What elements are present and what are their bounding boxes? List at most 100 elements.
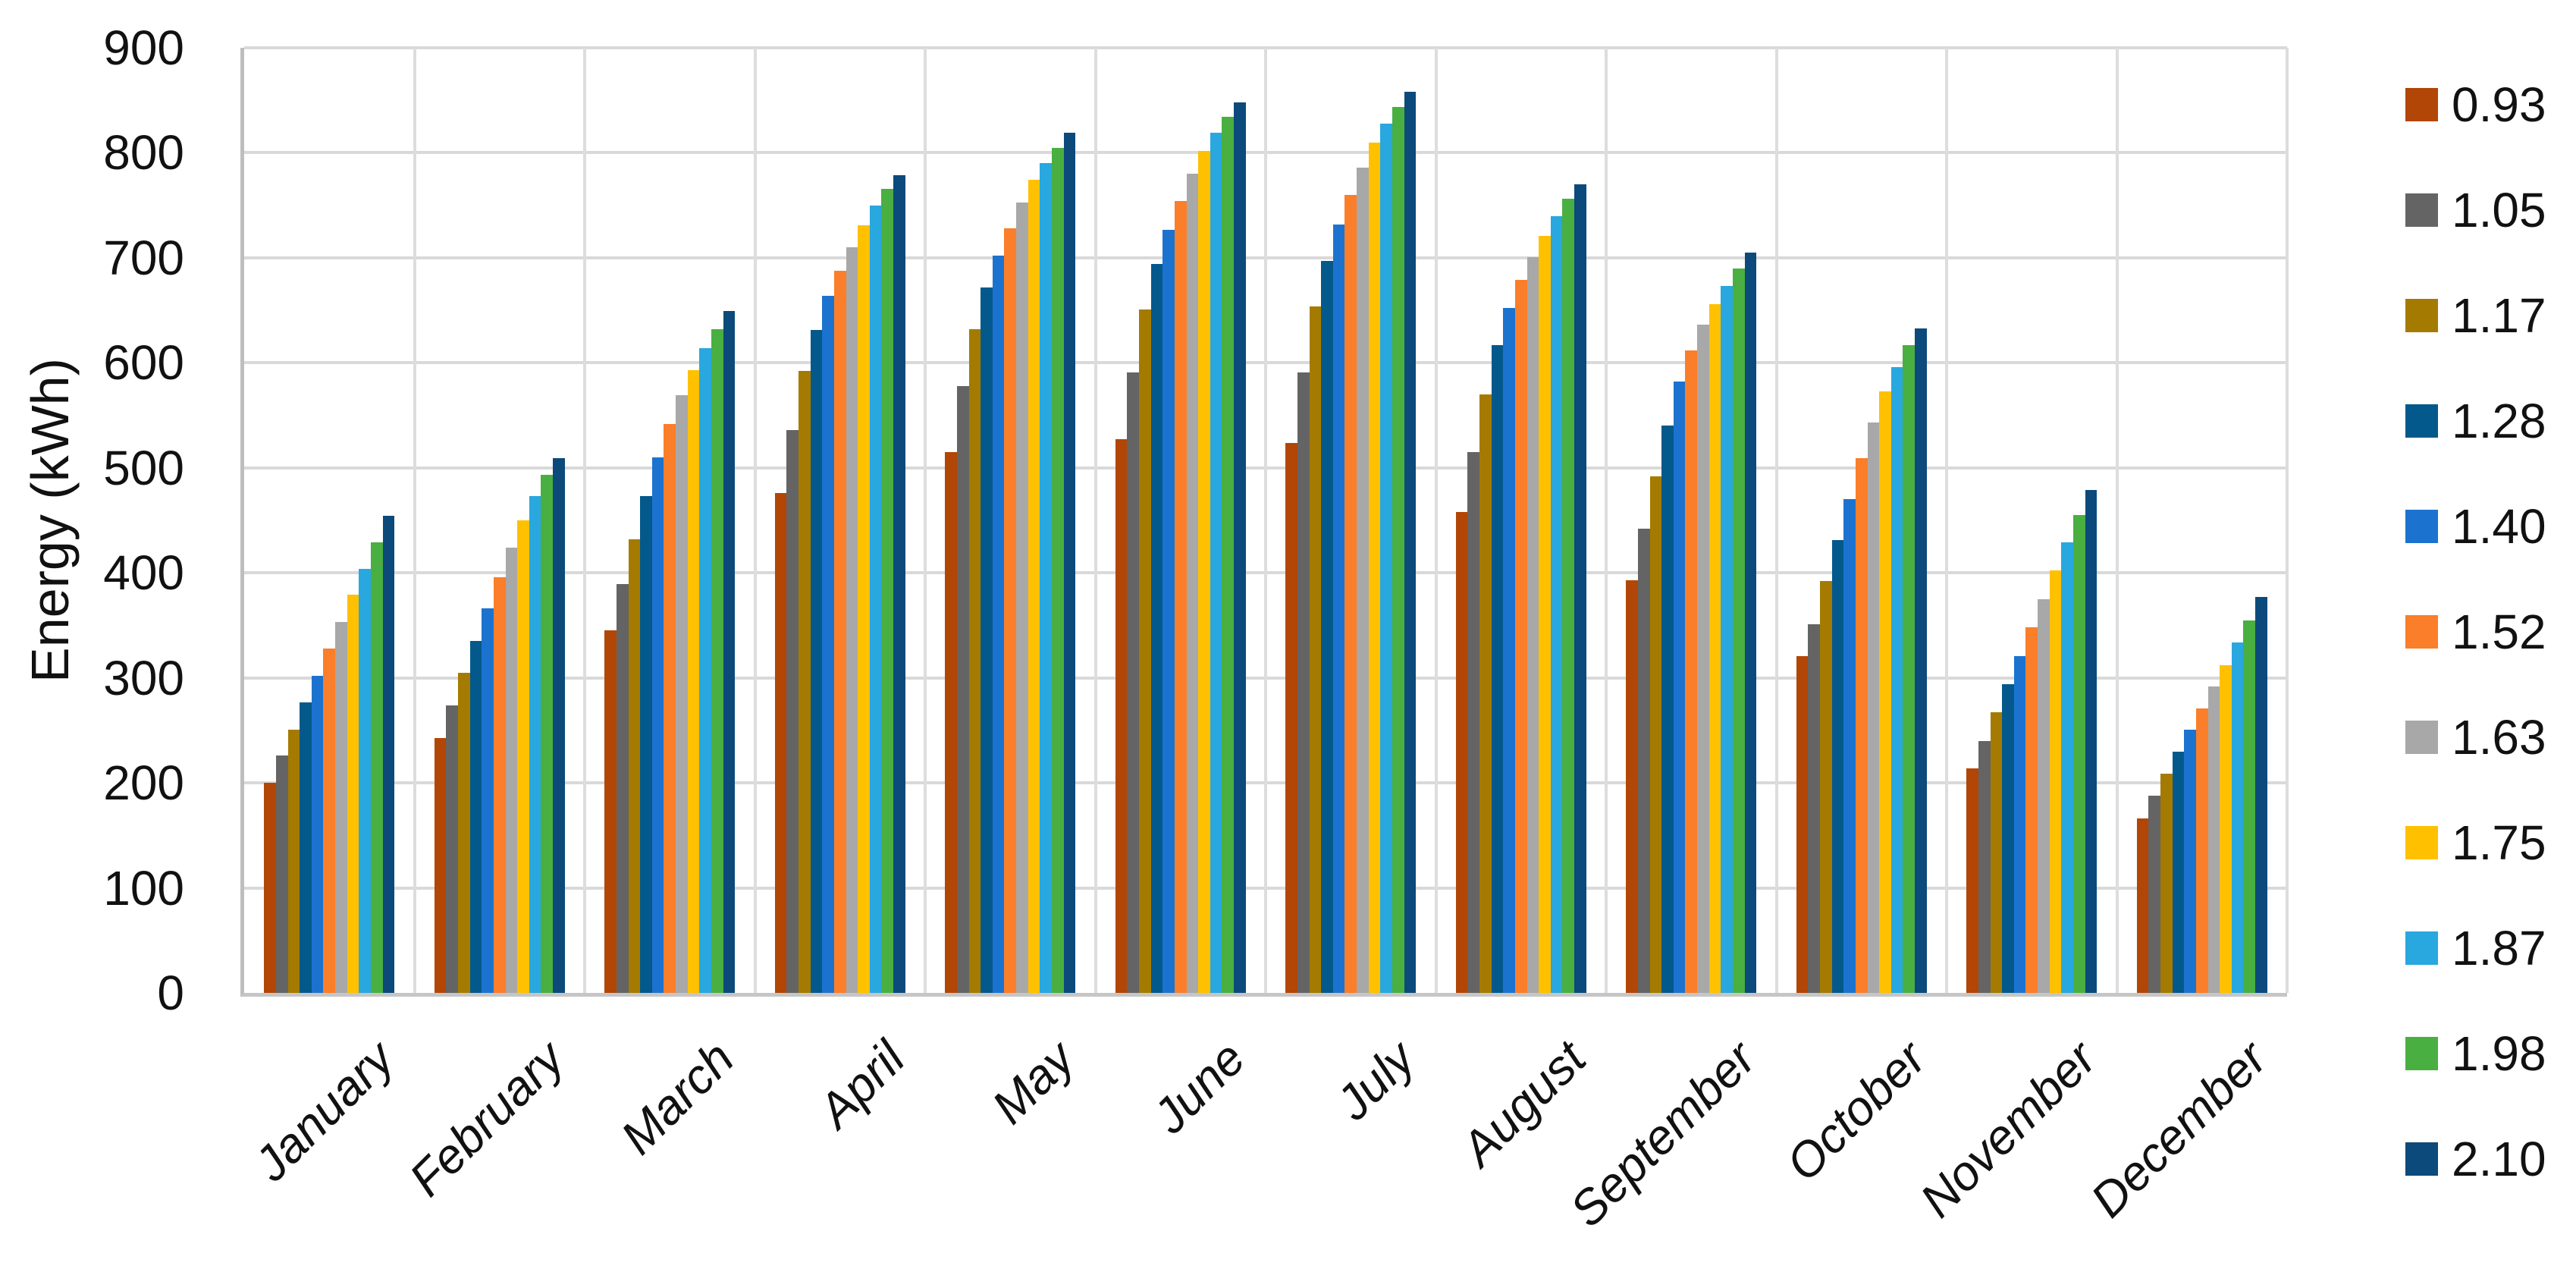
- y-tick-label-700: 700: [103, 230, 184, 285]
- bar-june-1.28: [1150, 264, 1163, 993]
- bar-january-2.10: [382, 516, 395, 993]
- bar-march-1.52: [664, 423, 676, 993]
- plot-area: [240, 46, 2289, 997]
- bar-february-1.63: [505, 547, 518, 993]
- y-tick-label-800: 800: [103, 125, 184, 181]
- bar-april-1.87: [869, 205, 882, 993]
- bar-january-1.98: [370, 542, 383, 993]
- bar-october-1.52: [1855, 458, 1868, 993]
- bar-june-1.05: [1127, 372, 1139, 993]
- legend-item-1.05: 1.05: [2405, 177, 2546, 243]
- bar-april-0.93: [774, 493, 787, 993]
- bar-june-1.40: [1162, 229, 1175, 993]
- bar-january-0.93: [264, 783, 276, 993]
- bar-october-1.17: [1820, 581, 1832, 993]
- bar-april-1.75: [858, 225, 870, 993]
- bar-january-1.28: [300, 702, 312, 993]
- gridline-vertical: [1434, 48, 1438, 993]
- bar-december-1.75: [2220, 665, 2232, 993]
- bar-july-1.17: [1309, 306, 1322, 993]
- bar-march-1.75: [687, 370, 700, 993]
- bar-july-0.93: [1285, 442, 1297, 993]
- bar-march-0.93: [604, 630, 617, 993]
- x-tick-label-may: May: [981, 1030, 1085, 1135]
- bar-september-1.40: [1673, 382, 1686, 993]
- bar-january-1.05: [275, 755, 288, 993]
- bar-july-1.63: [1357, 167, 1369, 993]
- bar-october-1.28: [1831, 540, 1844, 993]
- bar-march-1.40: [651, 457, 664, 993]
- bar-august-1.28: [1491, 344, 1504, 993]
- y-tick-label-600: 600: [103, 335, 184, 391]
- bar-march-2.10: [723, 311, 736, 993]
- legend-label: 1.17: [2452, 287, 2546, 343]
- bar-september-1.05: [1637, 529, 1650, 993]
- legend-item-1.87: 1.87: [2405, 915, 2546, 982]
- legend-label: 0.93: [2452, 77, 2546, 132]
- x-tick-label-november: November: [1909, 1030, 2107, 1228]
- bar-august-1.75: [1539, 235, 1551, 993]
- bar-september-1.87: [1721, 286, 1733, 993]
- bar-january-1.75: [347, 595, 359, 993]
- bar-october-1.40: [1843, 499, 1856, 993]
- legend-item-1.98: 1.98: [2405, 1020, 2546, 1087]
- bar-june-0.93: [1115, 439, 1128, 993]
- bar-may-1.40: [992, 256, 1005, 993]
- x-tick-label-june: June: [1142, 1030, 1256, 1144]
- bar-november-1.28: [2002, 683, 2014, 993]
- x-tick-label-august: August: [1450, 1030, 1596, 1176]
- legend-swatch-icon: [2405, 825, 2438, 859]
- bar-may-1.05: [956, 385, 969, 993]
- legend-label: 1.05: [2452, 182, 2546, 237]
- bar-august-1.52: [1514, 279, 1527, 993]
- bar-december-1.40: [2184, 729, 2196, 993]
- bar-november-1.05: [1978, 740, 1991, 993]
- bar-december-1.28: [2172, 751, 2185, 993]
- bar-april-1.40: [822, 295, 834, 993]
- bar-january-1.87: [359, 568, 371, 993]
- bar-july-1.98: [1392, 106, 1404, 993]
- bar-june-2.10: [1234, 102, 1246, 993]
- legend-swatch-icon: [2405, 193, 2438, 227]
- bar-june-1.17: [1139, 309, 1151, 993]
- bar-december-0.93: [2136, 818, 2149, 993]
- bar-november-1.40: [2013, 655, 2026, 993]
- x-tick-label-january: January: [243, 1030, 404, 1192]
- legend-swatch-icon: [2405, 1142, 2438, 1176]
- bar-december-1.05: [2148, 795, 2160, 993]
- bar-december-1.98: [2243, 620, 2256, 993]
- bar-may-0.93: [945, 452, 957, 993]
- bar-february-1.17: [458, 672, 470, 993]
- bar-november-1.98: [2072, 515, 2085, 993]
- bar-november-0.93: [1966, 768, 1978, 993]
- legend-item-0.93: 0.93: [2405, 71, 2546, 138]
- bar-march-1.05: [616, 584, 629, 993]
- x-tick-label-april: April: [807, 1030, 915, 1139]
- y-tick-label-300: 300: [103, 650, 184, 705]
- bar-april-1.52: [833, 270, 846, 993]
- gridline-vertical: [2115, 48, 2119, 993]
- legend-swatch-icon: [2405, 931, 2438, 965]
- legend-swatch-icon: [2405, 614, 2438, 649]
- bar-november-1.63: [2038, 598, 2050, 993]
- bar-february-1.87: [529, 496, 541, 993]
- bar-april-1.28: [810, 330, 823, 993]
- legend-label: 1.28: [2452, 393, 2546, 448]
- legend-label: 1.87: [2452, 920, 2546, 975]
- bar-october-1.98: [1903, 344, 1916, 993]
- legend-label: 1.98: [2452, 1026, 2546, 1081]
- legend-item-1.28: 1.28: [2405, 388, 2546, 454]
- bar-december-1.17: [2160, 773, 2173, 993]
- legend-label: 2.10: [2452, 1131, 2546, 1186]
- bar-december-1.63: [2207, 686, 2220, 993]
- legend-item-2.10: 2.10: [2405, 1126, 2546, 1192]
- y-axis-title-text: Energy (kWh): [20, 358, 80, 683]
- x-tick-label-october: October: [1775, 1030, 1937, 1192]
- bar-may-1.63: [1016, 202, 1028, 993]
- gridline-vertical: [1945, 48, 1948, 993]
- y-tick-label-0: 0: [157, 966, 184, 1020]
- bar-july-1.05: [1297, 372, 1310, 993]
- bar-june-1.52: [1174, 201, 1187, 993]
- bar-july-1.52: [1344, 194, 1357, 993]
- y-tick-label-500: 500: [103, 440, 184, 495]
